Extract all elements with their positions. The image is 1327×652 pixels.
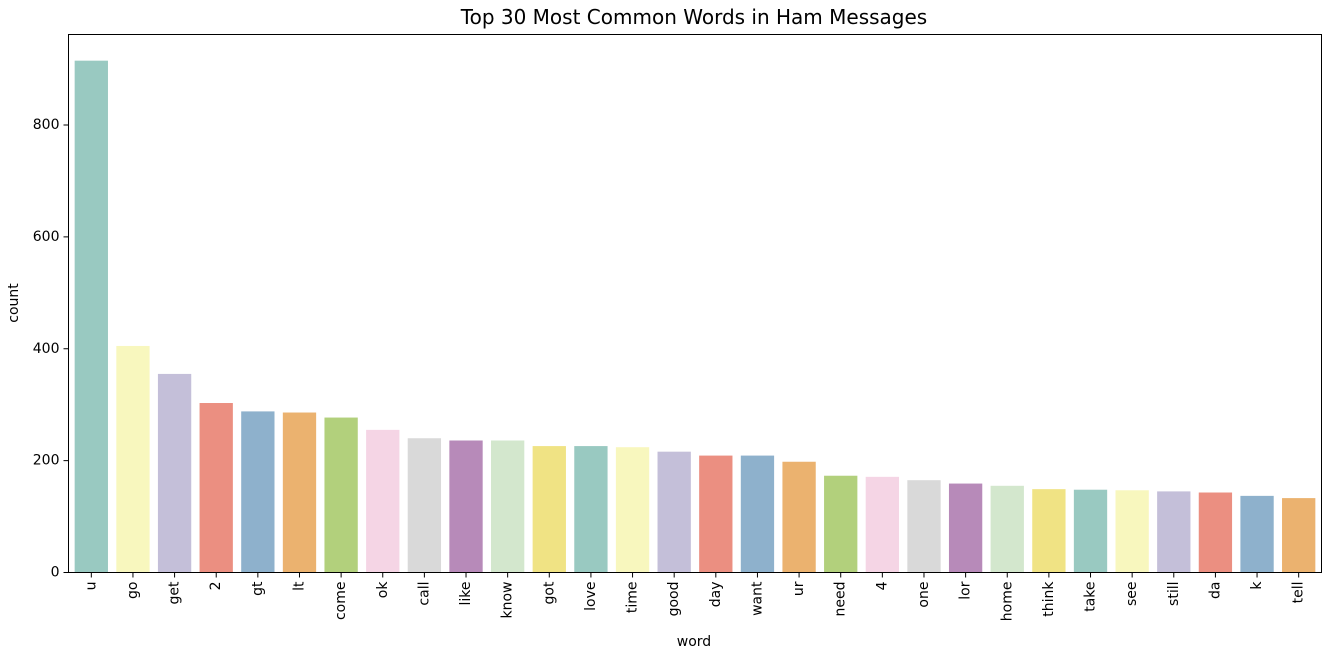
bar-lt: [282, 412, 317, 573]
x-tick-label: 4: [874, 581, 890, 590]
x-tick-label: one: [916, 582, 932, 608]
x-axis-label: word: [677, 634, 711, 650]
bar-like: [449, 440, 483, 573]
bar-get: [157, 373, 192, 573]
bar-want: [740, 455, 775, 573]
x-tick-label: ur: [791, 581, 807, 596]
bar-4: [865, 476, 900, 573]
x-tick-label: lt: [291, 581, 307, 591]
x-tick-label: see: [1124, 582, 1140, 607]
bar-one: [907, 480, 941, 573]
bar-day: [699, 455, 733, 573]
x-tick-label: good: [666, 582, 682, 617]
x-tick-label: get: [167, 581, 183, 605]
bar-need: [824, 475, 858, 573]
x-tick-label: got: [541, 581, 557, 604]
x-tick-label: still: [1166, 582, 1182, 606]
bar-home: [990, 485, 1024, 573]
y-axis-ticks: 0 200 400 600 800: [33, 117, 69, 581]
y-tick-label: 400: [33, 341, 60, 357]
x-tick-label: ok: [375, 581, 391, 599]
bar-come: [324, 417, 358, 573]
bar-still: [1157, 491, 1191, 573]
bar-love: [574, 446, 608, 573]
plot-frame: [68, 34, 1322, 573]
x-tick-label: lor: [958, 581, 974, 599]
x-tick-label: like: [458, 582, 474, 606]
y-tick-label: 200: [33, 453, 60, 469]
x-tick-label: 2: [208, 582, 224, 591]
bar-da: [1198, 492, 1233, 573]
bar-time: [615, 447, 650, 573]
bar-know: [491, 440, 525, 573]
bar-call: [407, 438, 442, 573]
x-tick-label: call: [416, 582, 432, 606]
y-tick-label: 800: [33, 117, 60, 133]
x-tick-label: take: [1083, 582, 1099, 612]
x-axis-ticks: u go get 2 gt lt come ok call like know got love time…: [83, 572, 1307, 622]
x-tick-label: tell: [1291, 582, 1307, 604]
bar-see: [1115, 490, 1149, 573]
bar-ok: [366, 429, 400, 573]
bar-take: [1073, 489, 1108, 573]
x-tick-label: gt: [250, 581, 266, 596]
bar-good: [657, 451, 691, 573]
x-tick-label: go: [125, 582, 141, 599]
y-tick-label: 0: [51, 565, 60, 581]
x-tick-label: know: [500, 582, 516, 619]
x-tick-label: love: [583, 582, 599, 611]
bar-go: [116, 345, 150, 573]
bar-tell: [1282, 498, 1316, 573]
bars-group: [74, 60, 1316, 573]
x-tick-label: think: [1041, 581, 1057, 617]
bar-u: [74, 60, 108, 573]
y-axis-label: count: [6, 283, 22, 323]
x-tick-label: u: [83, 582, 99, 591]
x-tick-label: come: [333, 582, 349, 621]
bar-lor: [948, 483, 983, 573]
x-tick-label: need: [833, 582, 849, 617]
x-tick-label: want: [749, 581, 765, 616]
bar-think: [1032, 489, 1066, 573]
bar-2: [199, 403, 233, 573]
bar-ur: [782, 461, 816, 573]
bar-k: [1240, 495, 1274, 573]
x-tick-label: da: [1207, 582, 1223, 599]
bar-gt: [241, 411, 275, 573]
chart-title: Top 30 Most Common Words in Ham Messages: [460, 5, 927, 29]
x-tick-label: day: [708, 582, 724, 608]
bar-got: [532, 446, 566, 573]
y-tick-label: 600: [33, 229, 60, 245]
x-tick-label: time: [625, 582, 641, 614]
x-tick-label: k: [1249, 581, 1265, 590]
x-tick-label: home: [999, 582, 1015, 622]
